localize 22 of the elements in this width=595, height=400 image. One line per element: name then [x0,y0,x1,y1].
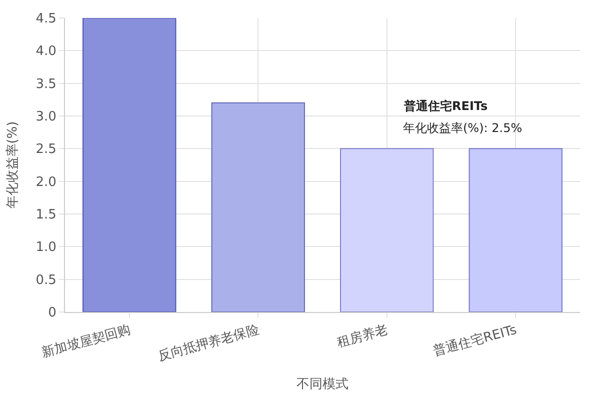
bar [340,148,434,312]
y-tick-label: 1.5 [36,208,56,223]
x-tick-label: 租房养老 [335,322,390,351]
bar [82,18,176,312]
y-tick-label: 2.5 [36,142,56,158]
annotation: 普通住宅REITs [403,99,488,113]
y-tick-label: 2.0 [36,174,56,190]
x-tick-label: 反向抵押养老保险 [156,322,261,364]
bar [211,102,305,312]
y-tick-label: 0.5 [36,272,56,288]
x-tick-label: 普通住宅REITs [431,322,519,360]
bar [468,148,562,312]
y-tick-label: 4.0 [36,44,56,60]
y-tick-label: 3.0 [36,110,56,125]
annotation: 年化收益率(%): 2.5% [403,121,522,135]
y-tick-label: 4.5 [36,12,56,27]
x-tick-label: 新加坡屋契回购 [40,322,132,361]
y-axis-title: 年化收益率(%) [4,121,21,209]
y-tick-label: 3.5 [36,76,56,92]
y-tick-label: 1.0 [36,240,56,256]
y-tick-label: 0 [48,306,56,321]
x-axis-title: 不同模式 [296,376,348,392]
